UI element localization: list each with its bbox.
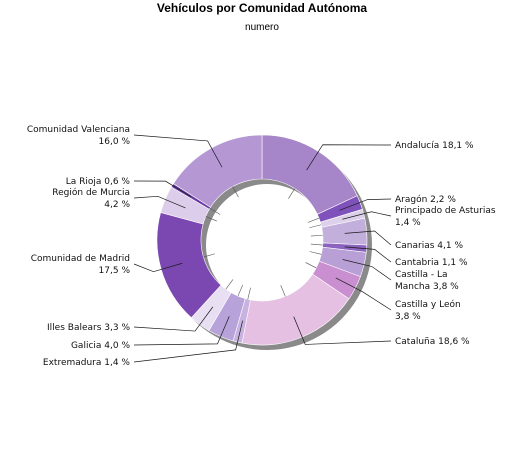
label-illes-balears: Illes Balears 3,3 % <box>47 323 130 333</box>
leader-castilla-y-leon <box>335 277 392 311</box>
leader-cataluna <box>293 316 392 345</box>
label-region-de-murcia: Región de Murcia 4,2 % <box>52 187 130 210</box>
label-comunidad-de-madrid: Comunidad de Madrid 17,5 % <box>31 254 131 276</box>
tick-principado-de-asturias <box>309 224 322 229</box>
label-cataluna: Cataluña 18,6 % <box>395 337 470 347</box>
tick-comunidad-de-madrid <box>203 253 216 258</box>
label-andalucia: Andalucía 18,1 % <box>395 141 474 151</box>
label-canarias: Canarias 4,1 % <box>395 241 463 251</box>
chart-subtitle: numero <box>245 22 279 33</box>
tick-castilla-y-leon <box>305 262 317 269</box>
tick-illes-balears <box>225 279 234 290</box>
tick-castilla-la-mancha <box>309 251 322 255</box>
tick-comunidad-valenciana <box>232 186 239 198</box>
label-comunidad-valenciana: Comunidad Valenciana 16,0 % <box>27 125 131 147</box>
slice-labels: Andalucía 18,1 % Aragón 2,2 %Principado d… <box>27 125 496 368</box>
label-extremadura: Extremadura 1,4 % <box>43 358 131 368</box>
tick-extremadura <box>247 287 251 300</box>
label-castilla-la-mancha: Castilla - La Mancha 3,8 % <box>395 270 459 292</box>
tick-cataluna <box>280 285 286 297</box>
donut-slices <box>156 134 368 346</box>
leader-comunidad-de-madrid <box>133 262 183 273</box>
leader-region-de-murcia <box>133 195 186 209</box>
label-cantabria: Cantabria 1,1 % <box>395 258 468 268</box>
tick-region-de-murcia <box>205 216 217 222</box>
leader-andalucia <box>306 144 392 171</box>
label-castilla-y-leon: Castilla y León 3,8 % <box>395 299 461 322</box>
leader-principado-de-asturias <box>342 211 392 220</box>
leader-la-rioja <box>133 180 192 198</box>
label-principado-de-asturias: Principado de Asturias 1,4 % <box>395 206 496 228</box>
tick-galicia <box>237 284 243 297</box>
tick-cantabria <box>310 243 323 246</box>
leader-castilla-la-mancha <box>342 259 392 281</box>
label-aragon: Aragón 2,2 % <box>395 194 456 205</box>
tick-andalucia <box>288 188 296 199</box>
leader-extremadura <box>133 320 243 363</box>
leader-illes-balears <box>133 306 214 332</box>
tick-la-rioja <box>209 207 221 215</box>
leader-cantabria <box>344 246 392 263</box>
leader-aragon <box>339 198 392 211</box>
tick-canarias <box>310 234 323 237</box>
leader-galicia <box>133 316 230 346</box>
tick-aragon <box>307 217 320 223</box>
label-la-rioja: La Rioja 0,6 % <box>66 177 131 187</box>
label-galicia: Galicia 4,0 % <box>71 341 130 351</box>
chart-title: Vehículos por Comunidad Autónoma <box>157 1 368 15</box>
slice-comunidad-valenciana[interactable] <box>172 134 263 208</box>
leader-canarias <box>344 230 392 246</box>
leader-comunidad-valenciana <box>133 134 223 168</box>
